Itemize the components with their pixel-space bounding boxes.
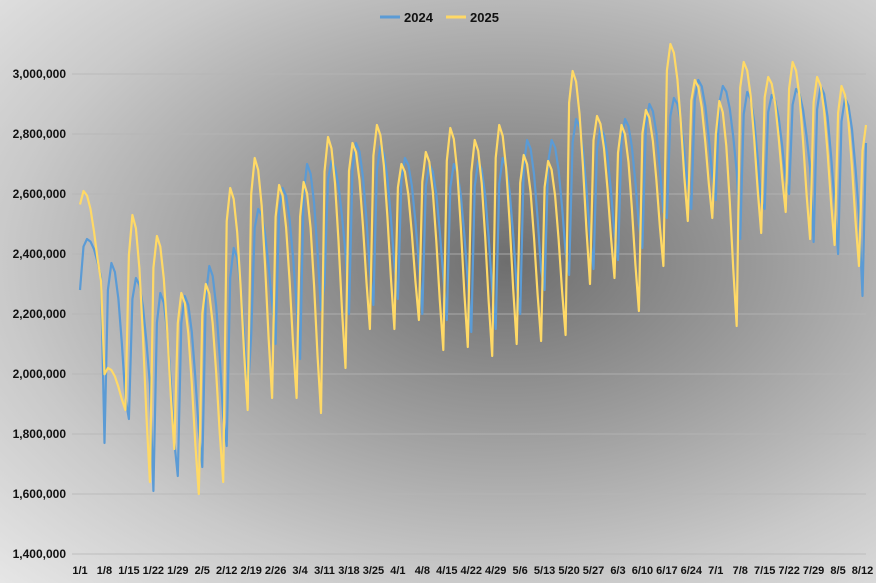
x-tick-label: 7/15 (754, 565, 775, 577)
x-tick-label: 3/18 (338, 565, 359, 577)
x-tick-label: 6/24 (681, 565, 703, 577)
x-tick-label: 5/6 (513, 565, 528, 577)
y-tick-label: 2,200,000 (13, 307, 67, 321)
x-tick-label: 1/29 (167, 565, 188, 577)
x-tick-label: 7/22 (778, 565, 799, 577)
x-tick-label: 2/5 (195, 565, 210, 577)
x-tick-label: 4/8 (415, 565, 430, 577)
y-tick-label: 2,600,000 (13, 187, 67, 201)
x-tick-label: 4/29 (485, 565, 506, 577)
x-tick-label: 3/25 (363, 565, 384, 577)
y-tick-label: 1,400,000 (13, 547, 67, 561)
y-tick-label: 3,000,000 (13, 67, 67, 81)
y-tick-label: 1,600,000 (13, 487, 67, 501)
y-tick-label: 2,000,000 (13, 367, 67, 381)
x-tick-label: 3/11 (314, 565, 335, 577)
y-tick-label: 1,800,000 (13, 427, 67, 441)
x-tick-label: 2/26 (265, 565, 286, 577)
x-tick-label: 1/22 (143, 565, 164, 577)
y-tick-label: 2,400,000 (13, 247, 67, 261)
x-tick-label: 4/1 (390, 565, 405, 577)
x-tick-label: 7/29 (803, 565, 824, 577)
x-tick-label: 4/15 (436, 565, 457, 577)
x-tick-label: 1/8 (97, 565, 112, 577)
x-tick-label: 8/12 (852, 565, 873, 577)
legend-label-2024: 2024 (404, 10, 434, 25)
x-tick-label: 5/13 (534, 565, 555, 577)
x-tick-label: 1/15 (118, 565, 139, 577)
x-tick-label: 3/4 (292, 565, 308, 577)
x-tick-label: 1/1 (72, 565, 87, 577)
x-tick-label: 8/5 (830, 565, 845, 577)
x-tick-label: 7/8 (733, 565, 748, 577)
x-tick-label: 2/12 (216, 565, 237, 577)
x-tick-label: 6/3 (610, 565, 625, 577)
x-tick-label: 5/20 (558, 565, 579, 577)
series-line-2024 (78, 78, 868, 493)
legend-label-2025: 2025 (470, 10, 499, 25)
x-tick-label: 5/27 (583, 565, 604, 577)
x-tick-label: 7/1 (708, 565, 723, 577)
x-tick-label: 6/17 (656, 565, 677, 577)
x-tick-label: 6/10 (632, 565, 653, 577)
x-tick-label: 4/22 (461, 565, 482, 577)
y-tick-label: 2,800,000 (13, 127, 67, 141)
series-line-2025 (78, 42, 868, 496)
x-tick-label: 2/19 (240, 565, 261, 577)
